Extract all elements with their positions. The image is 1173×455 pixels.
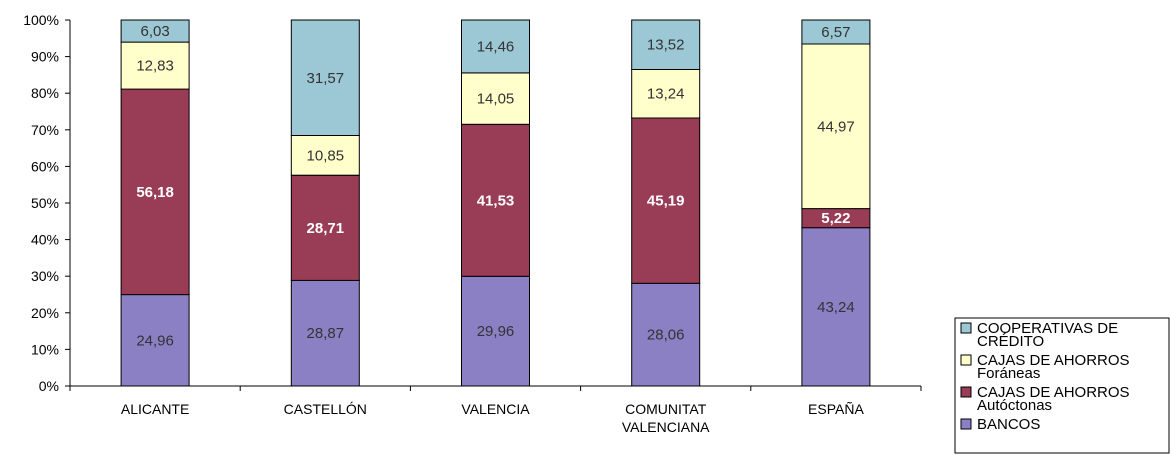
data-label: 13,24 [647,86,685,103]
bar-segment [120,19,190,43]
legend-label: BANCOS [977,416,1040,433]
bar-segment [290,135,360,176]
y-tick-label: 90% [31,49,59,65]
y-tick-label: 60% [31,158,59,174]
legend-swatch [960,322,972,334]
bar-segment [631,69,701,119]
bar-segment [461,19,530,74]
y-tick-label: 70% [31,122,59,138]
x-category-label: VALENCIANA [622,419,710,435]
bar-segment [801,227,871,387]
x-category-label: COMUNITAT [625,401,707,417]
x-category-label: ESPAÑA [808,401,864,417]
data-label: 6,57 [821,24,850,41]
bar-segment [801,19,871,45]
legend-label: Foráneas [977,365,1040,382]
legend-label: COOPERATIVAS DE [977,320,1118,337]
bar-segment [461,275,530,387]
legend-box [954,317,1170,454]
data-label: 44,97 [817,118,855,135]
bar-segment [631,19,701,70]
data-label: 12,83 [136,58,174,75]
y-tick-label: 0% [39,378,59,394]
bar-segment [631,282,701,387]
x-category-label: VALENCIA [461,401,530,417]
bar-segment [290,19,360,136]
y-tick-label: 10% [31,341,59,357]
y-tick-label: 30% [31,268,59,284]
y-tick-label: 50% [31,195,59,211]
data-label: 31,57 [307,70,345,87]
y-tick-label: 100% [23,12,59,28]
legend-swatch [960,386,972,398]
x-category-label: CASTELLÓN [284,401,367,417]
bar-segment [801,43,871,210]
data-label: 43,24 [817,299,855,316]
data-label: 10,85 [307,147,345,164]
data-label: 13,52 [647,37,685,54]
data-label: 56,18 [136,184,174,201]
legend-label: CAJAS DE AHORROS [977,384,1130,401]
bar-segment [290,174,360,281]
data-label: 45,19 [647,193,685,210]
data-label: 28,71 [307,220,345,237]
y-tick-label: 20% [31,305,59,321]
y-tick-label: 40% [31,232,59,248]
bar-segment [631,117,701,284]
legend-swatch [960,418,972,430]
data-label: 5,22 [821,210,850,227]
data-label: 14,46 [477,39,515,56]
legend-label: CAJAS DE AHORROS [977,352,1130,369]
x-category-label: ALICANTE [121,401,189,417]
legend-swatch [960,354,972,366]
y-tick-label: 80% [31,85,59,101]
data-label: 6,03 [140,23,169,40]
bar-segment [461,123,530,277]
legend-label: CRÉDITO [977,333,1044,350]
data-label: 28,06 [647,327,685,344]
data-label: 41,53 [477,192,515,209]
bar-segment [120,294,190,387]
legend-label: Autóctonas [977,397,1052,414]
data-label: 24,96 [136,332,174,349]
data-label: 14,05 [477,91,515,108]
data-label: 28,87 [307,325,345,342]
data-label: 29,96 [477,323,515,340]
bar-segment [120,88,190,296]
